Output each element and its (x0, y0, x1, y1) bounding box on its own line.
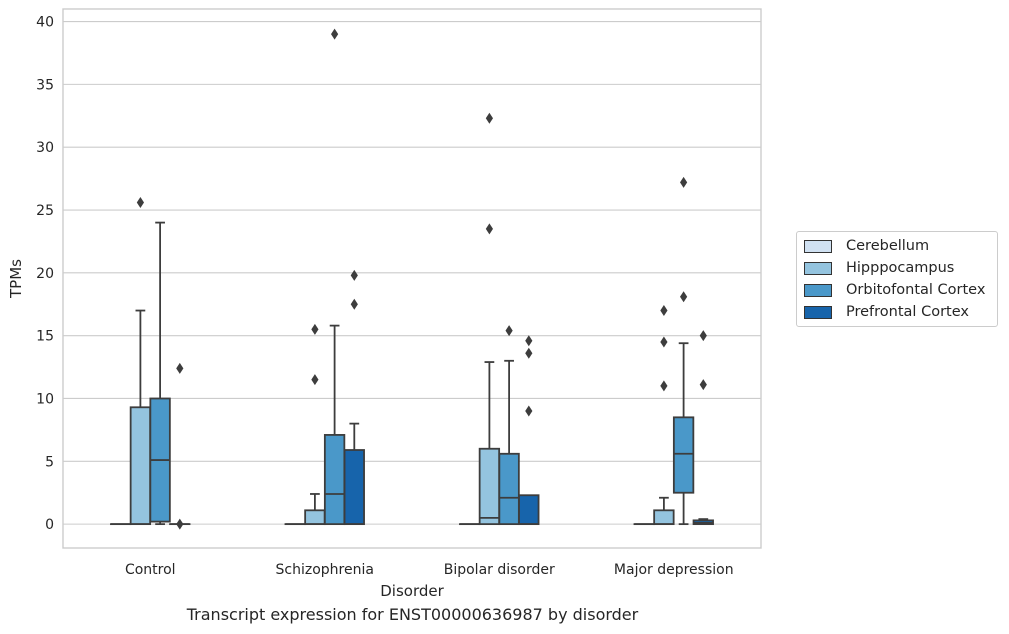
legend-label-orbitofrontal: Orbitofontal Cortex (846, 282, 986, 298)
x-tick-label-control: Control (125, 562, 176, 578)
outlier-prefrontal-cortex-bipolar-disorder (525, 405, 533, 417)
y-tick-label: 20 (36, 266, 54, 282)
x-tick-label-major-depression: Major depression (614, 562, 734, 578)
box-orbitofontal-cortex-schizophrenia (323, 434, 346, 526)
box-hipppocampus-bipolar-disorder (478, 447, 501, 526)
outlier-hipppocampus-bipolar-disorder (485, 223, 493, 235)
outlier-hipppocampus-bipolar-disorder (485, 112, 493, 124)
outlier-prefrontal-cortex-control (176, 362, 184, 374)
legend-swatch-prefrontal (804, 305, 832, 319)
legend-swatch-hippocampus (804, 261, 832, 275)
legend-swatch-orbitofrontal (804, 283, 832, 297)
box-orbitofontal-cortex-bipolar-disorder (498, 452, 520, 526)
outlier-orbitofontal-cortex-schizophrenia (331, 28, 339, 40)
outlier-hipppocampus-schizophrenia (311, 374, 319, 386)
box-prefrontal-cortex-bipolar-disorder (518, 494, 540, 526)
outlier-prefrontal-cortex-major-depression (699, 330, 707, 342)
outlier-orbitofontal-cortex-major-depression (680, 176, 688, 188)
outlier-orbitofontal-cortex-major-depression (680, 291, 688, 303)
box-orbitofontal-cortex-major-depression (672, 416, 695, 494)
box-prefrontal-cortex-schizophrenia (343, 449, 365, 526)
outlier-prefrontal-cortex-major-depression (699, 379, 707, 391)
outlier-hipppocampus-major-depression (660, 380, 668, 392)
outlier-prefrontal-cortex-bipolar-disorder (525, 347, 533, 359)
legend-swatch-cerebellum (804, 239, 832, 253)
outlier-hipppocampus-major-depression (660, 305, 668, 317)
legend-label-prefrontal: Prefrontal Cortex (846, 304, 969, 320)
y-axis-title: TPMs (7, 259, 25, 299)
y-tick-label: 25 (36, 203, 54, 219)
chart-caption: Transcript expression for ENST0000063698… (186, 605, 639, 624)
y-tick-label: 5 (45, 454, 54, 470)
outlier-prefrontal-cortex-control (176, 518, 184, 530)
y-tick-label: 40 (36, 15, 54, 31)
legend-label-cerebellum: Cerebellum (846, 238, 930, 254)
outlier-prefrontal-cortex-schizophrenia (350, 298, 358, 310)
y-tick-label: 15 (36, 329, 54, 345)
x-axis-title: Disorder (380, 582, 444, 600)
x-tick-label-bipolar-disorder: Bipolar disorder (444, 562, 555, 578)
y-tick-label: 0 (45, 517, 54, 533)
outlier-prefrontal-cortex-bipolar-disorder (525, 335, 533, 347)
legend-item-hippocampus: Hipppocampus (804, 258, 954, 278)
box-hipppocampus-major-depression (653, 509, 675, 526)
y-tick-label: 30 (36, 140, 54, 156)
y-tick-label: 10 (36, 391, 54, 407)
outlier-hipppocampus-control (136, 196, 144, 208)
outlier-prefrontal-cortex-schizophrenia (350, 269, 358, 281)
y-tick-label: 35 (36, 77, 54, 93)
legend-label-hippocampus: Hipppocampus (846, 260, 955, 276)
plot-frame (62, 8, 762, 549)
box-hipppocampus-control (129, 406, 152, 526)
legend-item-cerebellum: Cerebellum (804, 236, 929, 256)
legend-item-prefrontal: Prefrontal Cortex (804, 302, 969, 322)
x-tick-label-schizophrenia: Schizophrenia (276, 562, 374, 578)
box-hipppocampus-schizophrenia (304, 509, 326, 526)
outlier-orbitofontal-cortex-bipolar-disorder (505, 325, 513, 337)
chart-legend: Cerebellum Hipppocampus Orbitofontal Cor… (796, 231, 998, 327)
legend-item-orbitofrontal: Orbitofontal Cortex (804, 280, 985, 300)
outlier-hipppocampus-major-depression (660, 336, 668, 348)
outlier-hipppocampus-schizophrenia (311, 323, 319, 335)
